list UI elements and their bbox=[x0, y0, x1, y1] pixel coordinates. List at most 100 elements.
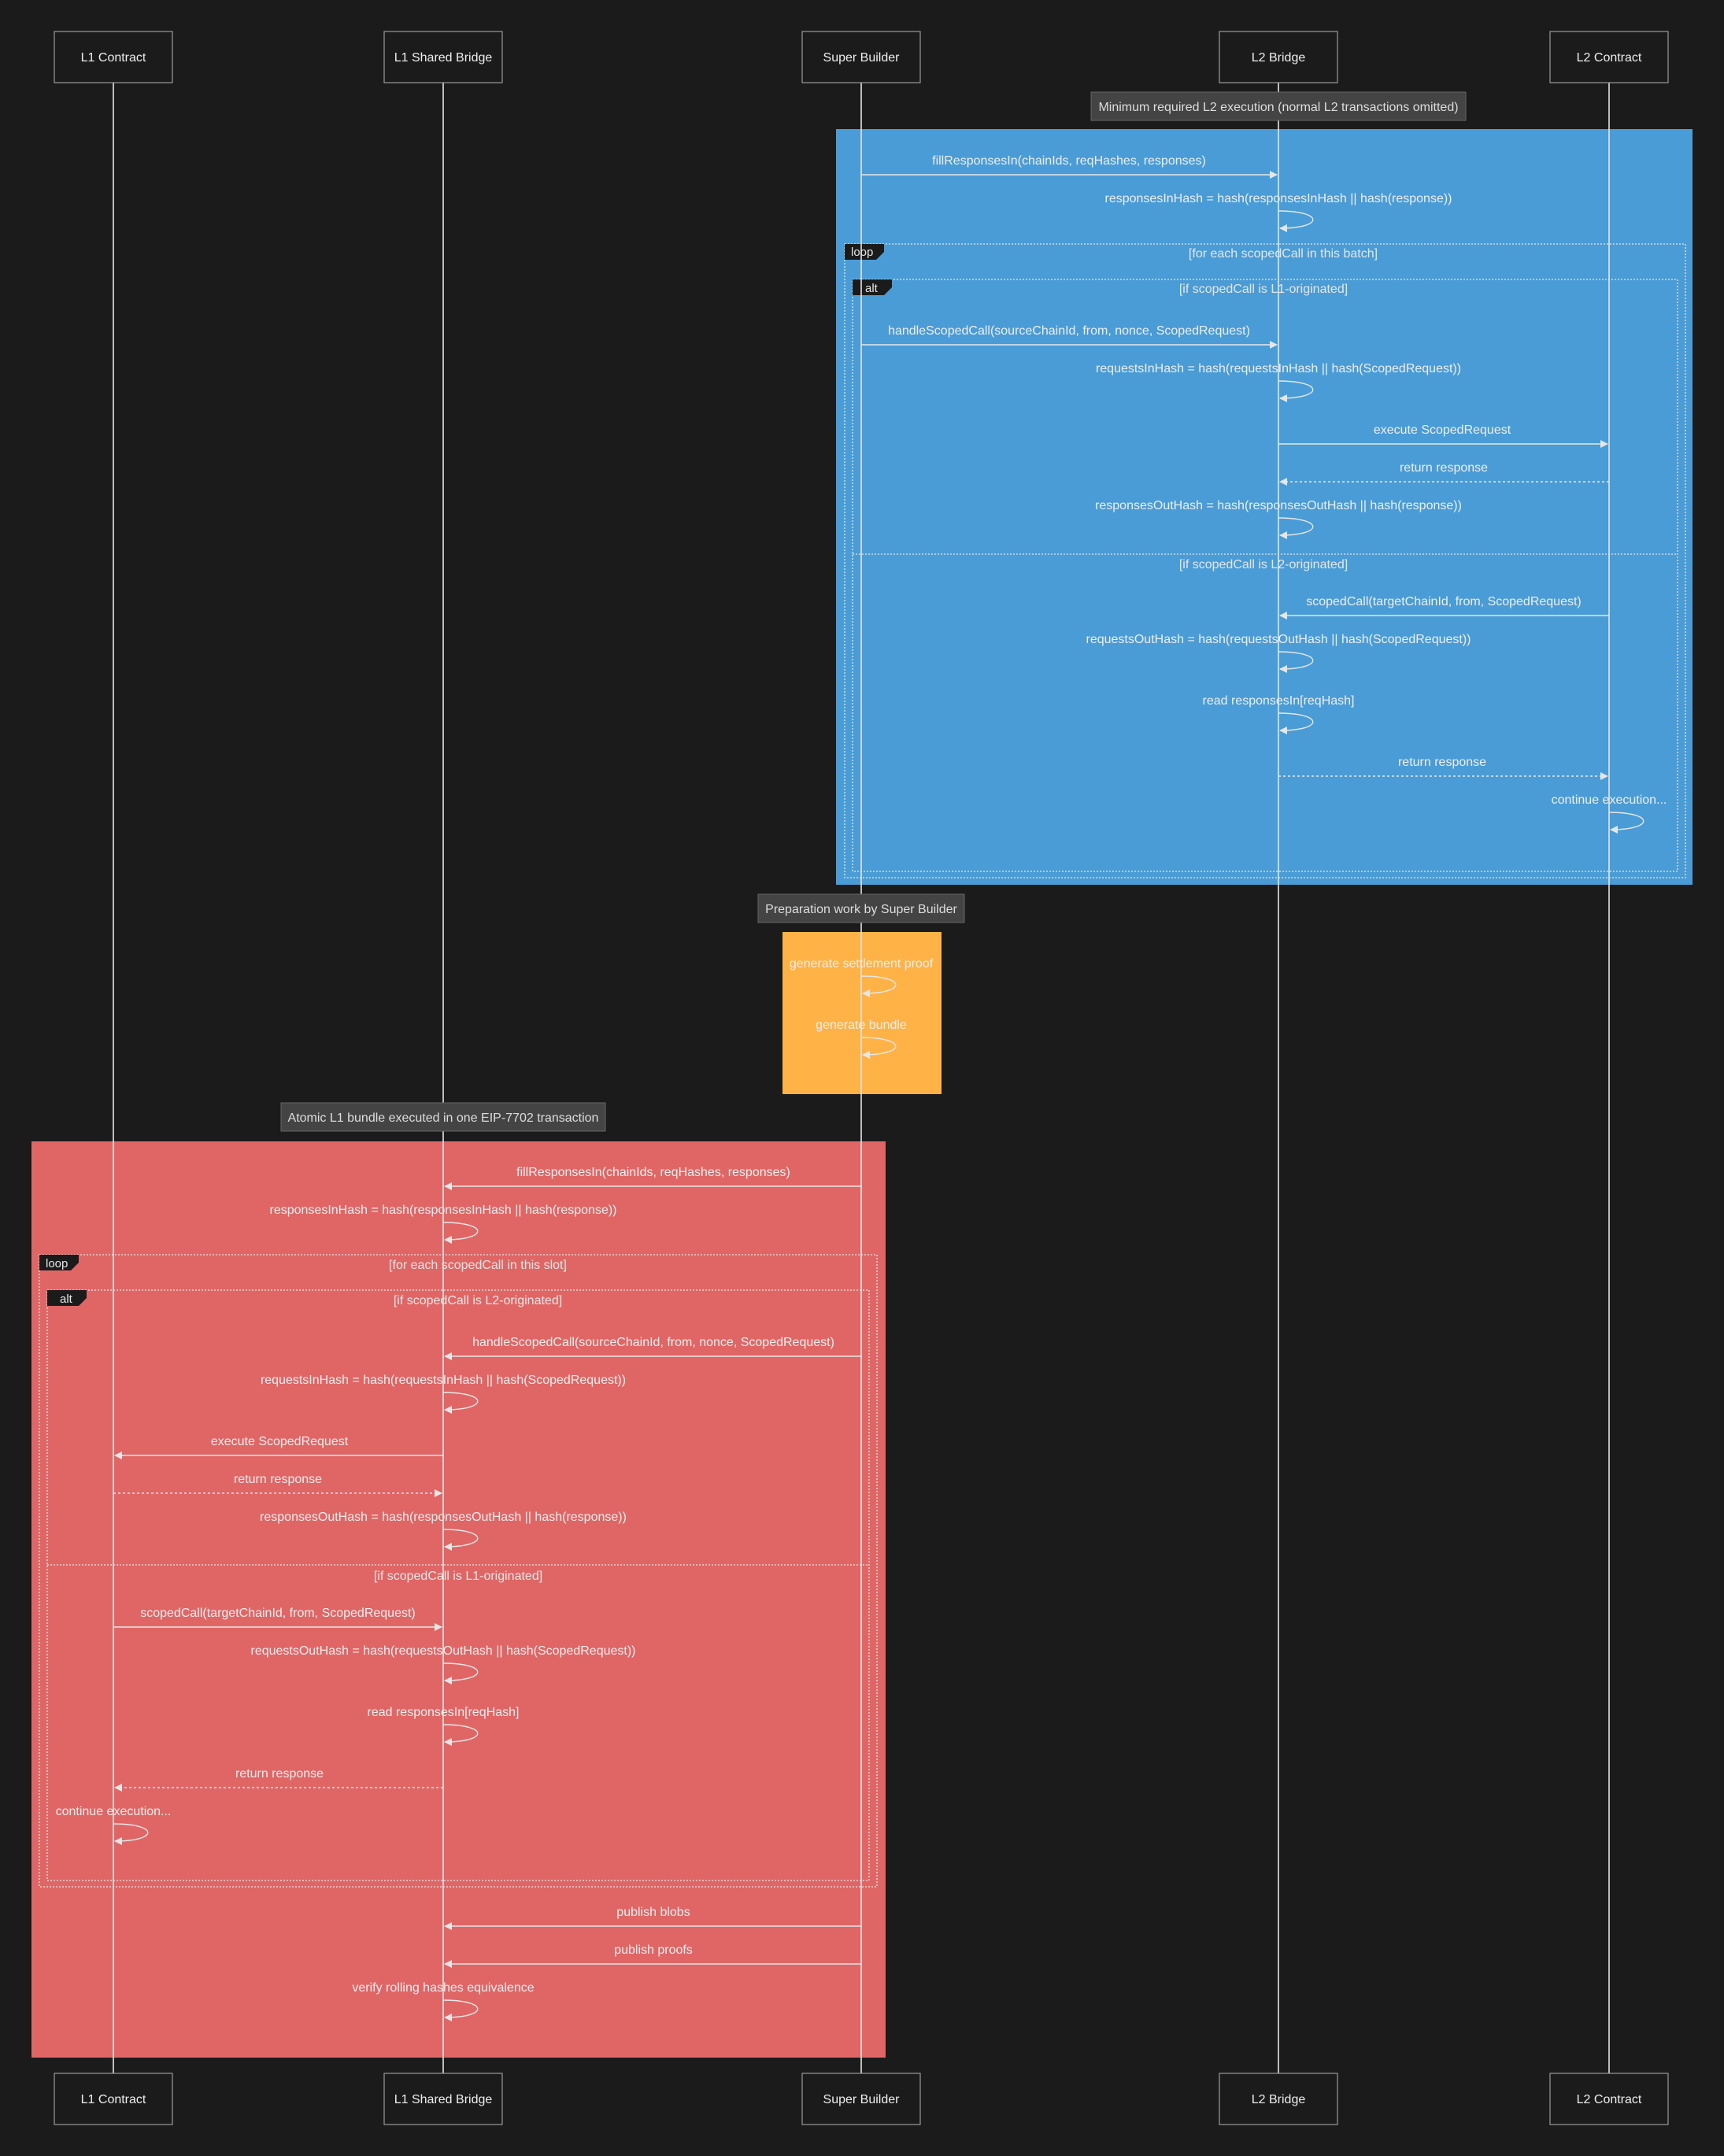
l1-self-requests-out-hash: requestsOutHash = hash(requestsOutHash |… bbox=[250, 1644, 636, 1684]
participant-top-l2-contract: L2 Contract bbox=[1549, 31, 1669, 83]
l1-msg-publish-blobs: publish blobs bbox=[444, 1906, 861, 1930]
l1-alt-tag: alt bbox=[60, 1292, 73, 1306]
svg-text:execute ScopedRequest: execute ScopedRequest bbox=[1374, 423, 1511, 437]
participant-label: L2 Bridge bbox=[1252, 51, 1306, 65]
svg-text:Preparation work by Super Buil: Preparation work by Super Builder bbox=[765, 903, 957, 916]
l1-msg-handle-scoped-call: handleScopedCall(sourceChainId, from, no… bbox=[444, 1336, 861, 1360]
svg-text:handleScopedCall(sourceChainId: handleScopedCall(sourceChainId, from, no… bbox=[888, 324, 1250, 338]
l2-msg-return-response-2: return response bbox=[1278, 756, 1608, 780]
l1-self-responses-in-hash: responsesInHash = hash(responsesInHash |… bbox=[270, 1204, 617, 1244]
svg-text:fillResponsesIn(chainIds, reqH: fillResponsesIn(chainIds, reqHashes, res… bbox=[516, 1166, 790, 1179]
svg-text:responsesOutHash = hash(respon: responsesOutHash = hash(responsesOutHash… bbox=[260, 1511, 627, 1524]
svg-text:generate settlement proof: generate settlement proof bbox=[790, 957, 934, 971]
l1-msg-publish-proofs: publish proofs bbox=[444, 1943, 861, 1968]
svg-text:requestsInHash = hash(requests: requestsInHash = hash(requestsInHash || … bbox=[1096, 362, 1461, 375]
note-prep-section: Preparation work by Super Builder bbox=[757, 893, 965, 923]
l1-self-requests-in-hash: requestsInHash = hash(requestsInHash || … bbox=[261, 1374, 626, 1414]
svg-text:requestsInHash = hash(requests: requestsInHash = hash(requestsInHash || … bbox=[261, 1374, 626, 1387]
l1-alt-condition-2: [if scopedCall is L1-originated] bbox=[374, 1570, 542, 1583]
l1-loop-fragment: loop [for each scopedCall in this slot] bbox=[39, 1254, 878, 1888]
l1-self-responses-out-hash: responsesOutHash = hash(responsesOutHash… bbox=[260, 1511, 627, 1551]
l1-loop-tag: loop bbox=[46, 1257, 68, 1270]
svg-text:return response: return response bbox=[235, 1767, 324, 1781]
svg-text:continue execution...: continue execution... bbox=[1552, 793, 1667, 807]
participant-label: Super Builder bbox=[823, 51, 901, 65]
l1-alt-condition-1: [if scopedCall is L2-originated] bbox=[394, 1294, 562, 1307]
note-l1-section: Atomic L1 bundle executed in one EIP-770… bbox=[280, 1102, 606, 1132]
participant-label: L1 Contract bbox=[81, 51, 146, 65]
l1-msg-fill-responses-in: fillResponsesIn(chainIds, reqHashes, res… bbox=[444, 1166, 861, 1190]
l1-self-read-responses-in: read responsesIn[reqHash] bbox=[368, 1706, 520, 1746]
svg-text:verify rolling hashes equivale: verify rolling hashes equivalence bbox=[352, 1981, 534, 1995]
l2-loop-fragment: loop [for each scopedCall in this batch] bbox=[844, 243, 1686, 878]
l2-self-read-responses-in: read responsesIn[reqHash] bbox=[1203, 694, 1355, 734]
prep-self-generate-bundle: generate bundle bbox=[816, 1019, 907, 1059]
svg-text:publish blobs: publish blobs bbox=[616, 1906, 690, 1919]
svg-text:return response: return response bbox=[1400, 461, 1488, 475]
l2-alt-condition-1: [if scopedCall is L1-originated] bbox=[1179, 283, 1348, 296]
participant-label: Super Builder bbox=[823, 2093, 901, 2106]
svg-text:fillResponsesIn(chainIds, reqH: fillResponsesIn(chainIds, reqHashes, res… bbox=[932, 154, 1206, 168]
l2-msg-execute-scoped-request: execute ScopedRequest bbox=[1278, 423, 1608, 448]
l2-msg-return-response: return response bbox=[1279, 461, 1609, 486]
l2-msg-scoped-call: scopedCall(targetChainId, from, ScopedRe… bbox=[1279, 595, 1609, 619]
svg-text:scopedCall(targetChainId, from: scopedCall(targetChainId, from, ScopedRe… bbox=[1306, 595, 1582, 608]
svg-text:handleScopedCall(sourceChainId: handleScopedCall(sourceChainId, from, no… bbox=[472, 1336, 834, 1349]
svg-text:return response: return response bbox=[234, 1473, 322, 1486]
l1-msg-return-response: return response bbox=[113, 1473, 442, 1497]
l1-msg-return-response-2: return response bbox=[114, 1767, 443, 1792]
svg-text:return response: return response bbox=[1398, 756, 1486, 769]
svg-text:responsesInHash = hash(respons: responsesInHash = hash(responsesInHash |… bbox=[270, 1204, 617, 1217]
l2-msg-handle-scoped-call: handleScopedCall(sourceChainId, from, no… bbox=[861, 324, 1278, 349]
svg-text:read responsesIn[reqHash]: read responsesIn[reqHash] bbox=[368, 1706, 520, 1719]
l1-alt-fragment: alt [if scopedCall is L2-originated] [if… bbox=[46, 1289, 870, 1881]
svg-text:execute ScopedRequest: execute ScopedRequest bbox=[211, 1435, 349, 1448]
participant-top-l2-bridge: L2 Bridge bbox=[1219, 31, 1338, 83]
l2-alt-condition-2: [if scopedCall is L2-originated] bbox=[1179, 558, 1348, 571]
svg-text:continue execution...: continue execution... bbox=[56, 1805, 172, 1818]
l1-execution-section bbox=[31, 1141, 886, 2058]
participant-bottom-l1-shared-bridge: L1 Shared Bridge bbox=[383, 2073, 503, 2125]
participant-top-l1-contract: L1 Contract bbox=[54, 31, 173, 83]
l1-msg-execute-scoped-request: execute ScopedRequest bbox=[114, 1435, 443, 1459]
participant-label: L2 Bridge bbox=[1252, 2093, 1306, 2106]
l2-self-requests-out-hash: requestsOutHash = hash(requestsOutHash |… bbox=[1086, 633, 1471, 673]
l2-self-continue-execution: continue execution... bbox=[1552, 793, 1667, 834]
svg-text:scopedCall(targetChainId, from: scopedCall(targetChainId, from, ScopedRe… bbox=[140, 1607, 416, 1620]
participant-label: L1 Shared Bridge bbox=[394, 2093, 493, 2106]
l1-self-verify-rolling-hashes: verify rolling hashes equivalence bbox=[352, 1981, 535, 2021]
participant-label: L1 Contract bbox=[81, 2093, 146, 2106]
l2-self-responses-in-hash: responsesInHash = hash(responsesInHash |… bbox=[1105, 192, 1452, 232]
svg-text:requestsOutHash = hash(request: requestsOutHash = hash(requestsOutHash |… bbox=[250, 1644, 635, 1658]
l2-loop-condition: [for each scopedCall in this batch] bbox=[1189, 247, 1378, 261]
svg-text:requestsOutHash = hash(request: requestsOutHash = hash(requestsOutHash |… bbox=[1086, 633, 1471, 646]
participant-top-super-builder: Super Builder bbox=[801, 31, 921, 83]
l1-self-continue-execution: continue execution... bbox=[56, 1805, 172, 1845]
participant-bottom-l1-contract: L1 Contract bbox=[54, 2073, 173, 2125]
svg-text:publish proofs: publish proofs bbox=[614, 1943, 693, 1957]
participant-label: L2 Contract bbox=[1577, 2093, 1642, 2106]
l2-loop-tag: loop bbox=[851, 246, 873, 259]
participant-label: L1 Shared Bridge bbox=[394, 51, 493, 65]
prep-self-generate-settlement-proof: generate settlement proof bbox=[790, 957, 934, 997]
l2-execution-section bbox=[836, 129, 1693, 885]
participant-bottom-l2-contract: L2 Contract bbox=[1549, 2073, 1669, 2125]
svg-text:read responsesIn[reqHash]: read responsesIn[reqHash] bbox=[1203, 694, 1355, 708]
svg-text:responsesInHash = hash(respons: responsesInHash = hash(responsesInHash |… bbox=[1105, 192, 1452, 205]
l1-msg-scoped-call: scopedCall(targetChainId, from, ScopedRe… bbox=[113, 1607, 442, 1631]
svg-text:Minimum required L2 execution: Minimum required L2 execution (normal L2… bbox=[1098, 101, 1458, 114]
l2-self-responses-out-hash: responsesOutHash = hash(responsesOutHash… bbox=[1095, 499, 1462, 539]
preparation-section bbox=[782, 932, 942, 1094]
l1-loop-condition: [for each scopedCall in this slot] bbox=[389, 1259, 567, 1272]
l2-alt-fragment: alt [if scopedCall is L1-originated] [if… bbox=[852, 279, 1678, 872]
participant-bottom-l2-bridge: L2 Bridge bbox=[1219, 2073, 1338, 2125]
l2-msg-fill-responses-in: fillResponsesIn(chainIds, reqHashes, res… bbox=[861, 154, 1278, 179]
l2-self-requests-in-hash: requestsInHash = hash(requestsInHash || … bbox=[1096, 362, 1461, 402]
svg-text:generate bundle: generate bundle bbox=[816, 1019, 907, 1032]
svg-text:responsesOutHash = hash(respon: responsesOutHash = hash(responsesOutHash… bbox=[1095, 499, 1462, 512]
svg-text:Atomic L1 bundle executed in o: Atomic L1 bundle executed in one EIP-770… bbox=[288, 1111, 599, 1125]
participant-bottom-super-builder: Super Builder bbox=[801, 2073, 921, 2125]
l2-alt-tag: alt bbox=[865, 282, 879, 295]
participant-top-l1-shared-bridge: L1 Shared Bridge bbox=[383, 31, 503, 83]
